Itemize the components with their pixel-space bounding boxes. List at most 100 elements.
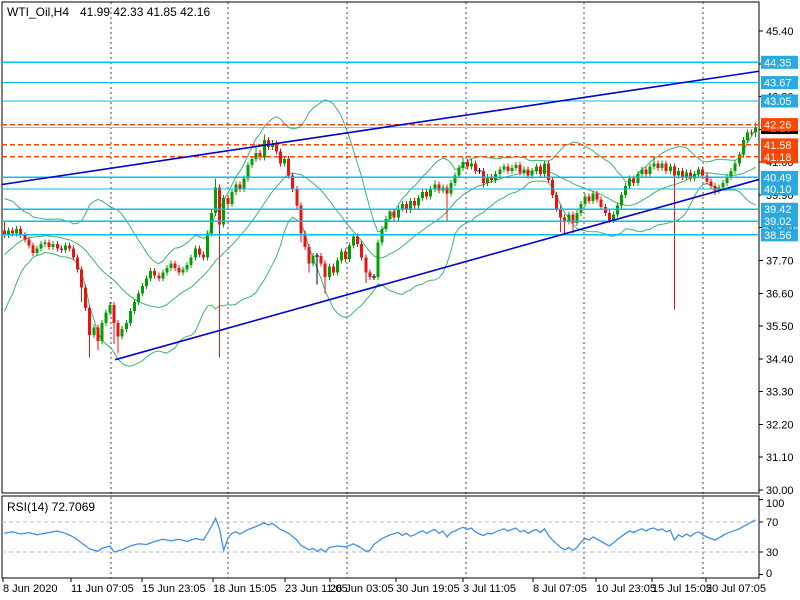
candle-body bbox=[141, 285, 145, 294]
week-separators-layer bbox=[110, 2, 704, 578]
level-price-badge-text: 38.56 bbox=[764, 230, 792, 242]
candle-body bbox=[429, 188, 433, 197]
bear-candle bbox=[67, 242, 71, 252]
candle-body bbox=[120, 329, 124, 337]
candle-body bbox=[177, 267, 181, 273]
bear-candle bbox=[116, 320, 120, 353]
bear-candle bbox=[563, 214, 567, 236]
bull-candle bbox=[510, 165, 514, 175]
bear-candle bbox=[664, 160, 668, 175]
bear-candle bbox=[19, 226, 23, 239]
candle-body bbox=[689, 172, 693, 179]
candle-body bbox=[222, 197, 226, 225]
bull-candle bbox=[408, 197, 412, 213]
bull-candle bbox=[522, 166, 526, 176]
candle-body bbox=[469, 163, 473, 167]
candle-body bbox=[559, 208, 563, 218]
candle-body bbox=[266, 139, 270, 148]
candle-body bbox=[534, 166, 538, 172]
bear-candle bbox=[571, 211, 575, 234]
bull-candle bbox=[737, 151, 741, 167]
bollinger-middle-band bbox=[4, 166, 756, 308]
bull-candle bbox=[141, 282, 145, 297]
candle-body bbox=[311, 256, 315, 264]
candle-body bbox=[246, 165, 250, 179]
chart-title-symbol: WTI_Oil,H4 bbox=[7, 5, 69, 19]
axes-layer[interactable]: 45.4044.3043.2042.1041.0039.9038.8037.70… bbox=[2, 26, 798, 595]
bull-candle bbox=[335, 257, 339, 276]
candle-body bbox=[343, 251, 347, 260]
candle-body bbox=[506, 166, 510, 172]
candle-body bbox=[279, 151, 283, 164]
candle-body bbox=[352, 236, 356, 246]
bear-candle bbox=[197, 245, 201, 258]
bull-candle bbox=[7, 227, 11, 239]
candle-body bbox=[348, 245, 352, 260]
bear-candle bbox=[392, 208, 396, 221]
candle-body bbox=[303, 233, 307, 248]
rsi-pane-frame bbox=[1, 495, 760, 579]
candle-body bbox=[595, 193, 599, 200]
candle-body bbox=[693, 174, 697, 179]
candle-body bbox=[648, 166, 652, 175]
candle-body bbox=[510, 168, 514, 172]
candle-body bbox=[295, 188, 299, 206]
candle-body bbox=[384, 218, 388, 230]
candle-body bbox=[486, 177, 490, 184]
candle-body bbox=[59, 248, 63, 251]
bull-candle bbox=[222, 194, 226, 228]
bear-candle bbox=[437, 181, 441, 194]
candle-body bbox=[112, 305, 116, 324]
pane-frames-layer bbox=[1, 1, 760, 579]
level-price-badge-bg bbox=[761, 182, 798, 196]
bull-candle bbox=[230, 188, 234, 207]
candle-body bbox=[449, 183, 453, 194]
candle-body bbox=[611, 214, 615, 221]
lower-support-trendline[interactable] bbox=[114, 178, 760, 361]
candle-body bbox=[327, 266, 331, 277]
bear-candle bbox=[701, 166, 705, 179]
rsi-axis-label: 70 bbox=[766, 517, 778, 529]
bull-candle bbox=[725, 174, 729, 186]
bear-candle bbox=[705, 172, 709, 185]
bear-candle bbox=[364, 254, 368, 283]
candle-body bbox=[640, 169, 644, 175]
candle-body bbox=[453, 175, 457, 184]
candle-body bbox=[76, 257, 80, 270]
bear-candle bbox=[303, 230, 307, 251]
bull-candle bbox=[502, 163, 506, 173]
bear-candle bbox=[238, 181, 242, 192]
bear-candle bbox=[266, 136, 270, 151]
candle-body bbox=[542, 163, 546, 175]
bear-candle bbox=[526, 166, 530, 179]
candle-body bbox=[185, 264, 189, 270]
candle-body bbox=[153, 270, 157, 276]
candle-body bbox=[35, 248, 39, 254]
candle-body bbox=[157, 275, 161, 279]
candle-body bbox=[729, 171, 733, 178]
bear-candle bbox=[226, 194, 230, 207]
candle-body bbox=[23, 235, 27, 240]
bull-candle bbox=[620, 191, 624, 209]
candle-body bbox=[705, 175, 709, 182]
candle-body bbox=[599, 199, 603, 207]
bear-candle bbox=[59, 245, 63, 254]
bear-candle bbox=[599, 196, 603, 210]
bull-candle bbox=[63, 242, 67, 254]
bear-candle bbox=[47, 239, 51, 251]
candle-body bbox=[656, 163, 660, 169]
candle-body bbox=[741, 139, 745, 155]
candle-body bbox=[408, 200, 412, 210]
bull-candle bbox=[181, 266, 185, 276]
level-price-badge-text: 43.05 bbox=[764, 96, 792, 108]
bull-candle bbox=[636, 171, 640, 186]
bear-candle bbox=[23, 232, 27, 243]
level-price-badge-bg bbox=[761, 76, 798, 90]
upper-channel-trendline[interactable] bbox=[1, 70, 760, 186]
candle-body bbox=[319, 256, 323, 264]
bear-candle bbox=[84, 284, 88, 312]
bull-candle bbox=[189, 254, 193, 268]
bear-candle bbox=[506, 163, 510, 175]
candle-body bbox=[193, 248, 197, 258]
